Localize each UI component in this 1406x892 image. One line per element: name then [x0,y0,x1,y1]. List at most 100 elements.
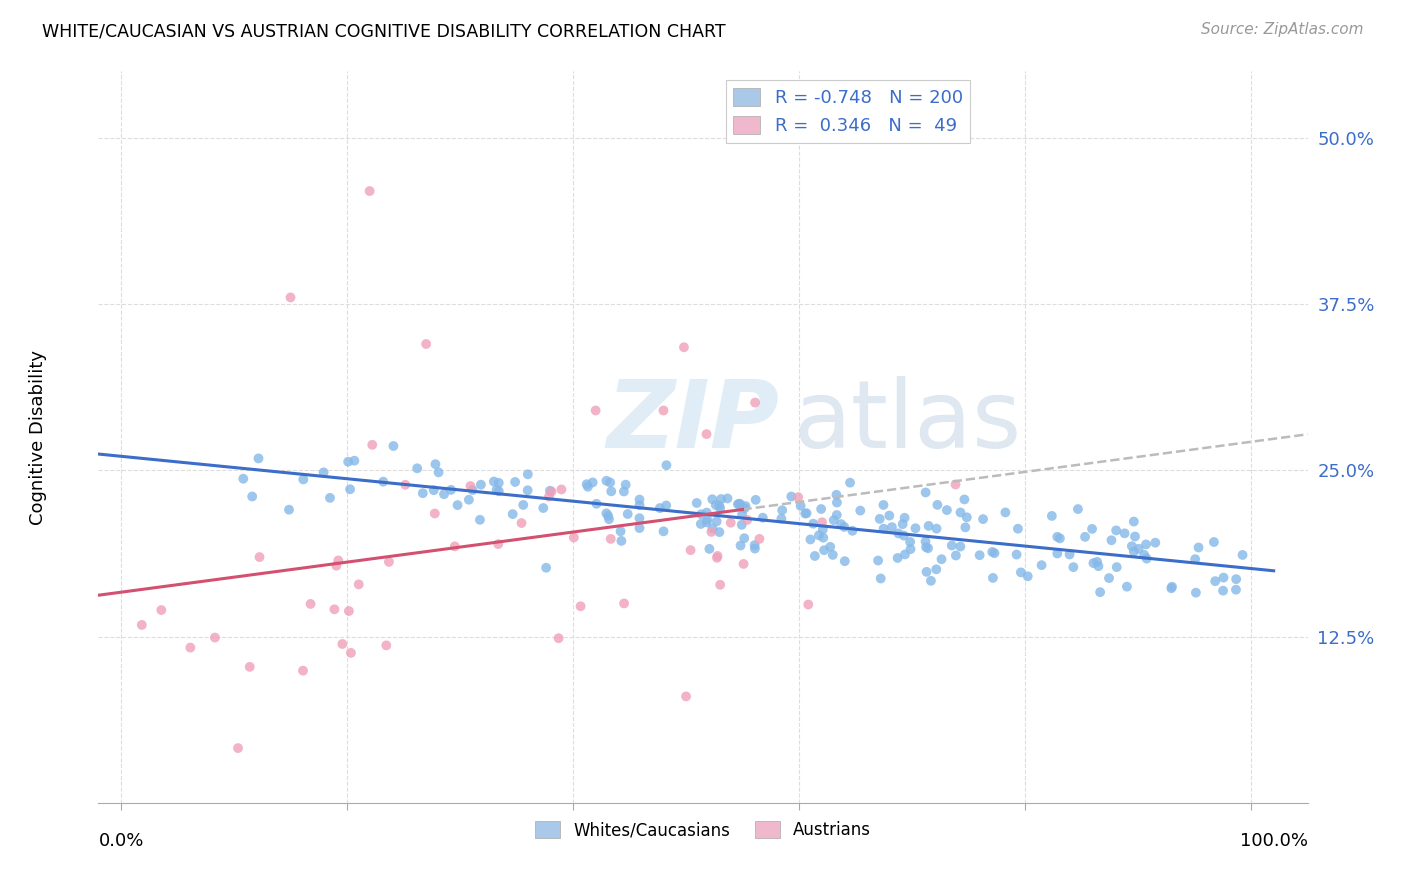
Point [1007,522,1029,536]
Point [1204,574,1226,589]
Point [613,596,636,610]
Point [702,521,724,535]
Point [516,467,538,482]
Point [925,522,948,536]
Point [731,508,754,522]
Point [872,522,894,536]
Point [299,597,322,611]
Point [1040,508,1063,523]
Point [823,513,845,527]
Point [415,337,437,351]
Point [616,507,638,521]
Point [744,541,766,556]
Point [748,532,770,546]
Text: ZIP: ZIP [606,376,779,468]
Point [927,498,949,512]
Point [945,477,967,491]
Point [382,439,405,453]
Point [813,543,835,558]
Point [709,501,731,516]
Point [1212,583,1234,598]
Point [460,479,482,493]
Point [361,438,384,452]
Point [488,475,510,490]
Point [486,537,509,551]
Text: 0.0%: 0.0% [98,832,143,850]
Point [886,551,908,566]
Point [832,520,855,534]
Point [710,491,733,506]
Point [425,457,447,471]
Point [337,604,360,618]
Point [730,539,752,553]
Text: Cognitive Disability: Cognitive Disability [30,350,46,524]
Point [941,539,963,553]
Point [709,499,731,513]
Point [131,618,153,632]
Point [600,484,623,499]
Point [917,541,939,556]
Point [1184,552,1206,566]
Point [610,533,633,548]
Point [696,516,718,530]
Point [704,498,727,512]
Point [446,498,468,512]
Point [628,521,651,535]
Point [468,513,491,527]
Point [731,517,754,532]
Point [1005,548,1028,562]
Point [925,562,948,576]
Point [503,475,526,489]
Point [1083,556,1105,570]
Point [821,548,844,562]
Point [810,502,832,516]
Point [949,540,972,554]
Point [716,491,738,506]
Point [1067,502,1090,516]
Point [706,550,728,565]
Point [412,486,434,500]
Point [675,690,697,704]
Point [799,533,821,547]
Point [1087,559,1109,574]
Point [292,664,315,678]
Point [869,572,891,586]
Point [686,496,709,510]
Point [880,520,903,534]
Point [512,498,534,512]
Point [652,403,675,417]
Point [811,515,834,529]
Point [830,517,852,532]
Point [502,507,524,521]
Point [488,484,510,499]
Point [969,548,991,562]
Point [427,466,450,480]
Point [1088,585,1111,599]
Point [443,540,465,554]
Point [679,543,702,558]
Point [789,499,811,513]
Point [825,508,848,522]
Point [1046,530,1069,544]
Point [538,483,561,498]
Point [914,534,936,549]
Point [585,403,607,417]
Point [599,532,621,546]
Point [609,524,631,539]
Point [1122,515,1144,529]
Point [249,549,271,564]
Point [733,557,755,571]
Point [894,548,917,562]
Point [1085,555,1108,569]
Point [1059,548,1081,562]
Point [562,531,585,545]
Point [457,492,479,507]
Point [340,646,363,660]
Point [628,511,651,525]
Point [575,477,598,491]
Point [770,503,793,517]
Point [1116,580,1139,594]
Point [510,516,533,530]
Point [702,492,724,507]
Point [796,506,818,520]
